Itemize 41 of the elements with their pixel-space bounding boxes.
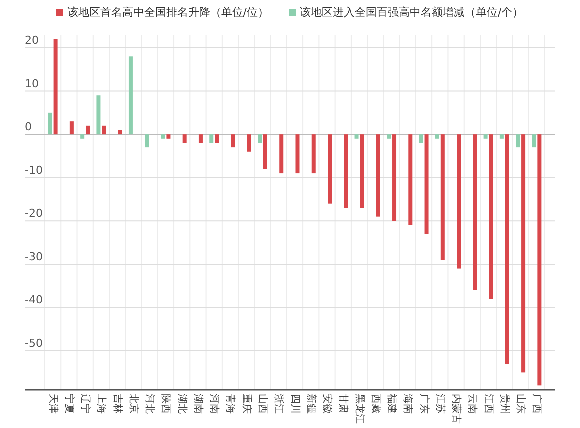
x-tick-label: 重庆	[240, 394, 253, 414]
x-tick-label: 河南	[208, 394, 221, 414]
y-tick-label: -50	[25, 337, 43, 350]
x-tick-label: 广东	[418, 394, 430, 414]
x-tick-label: 吉林	[112, 394, 124, 414]
x-tick-label: 河北	[144, 394, 156, 414]
x-tick-label: 福建	[386, 394, 398, 414]
x-tick-label: 宁夏	[63, 394, 76, 414]
x-tick-label: 广西	[531, 394, 544, 414]
x-tick-label: 西藏	[370, 394, 382, 414]
y-tick-label: -20	[25, 207, 43, 220]
x-tick-label: 陕西	[160, 394, 172, 414]
x-tick-label: 湖南	[192, 394, 204, 414]
legend-label: 该地区进入全国百强高中名额增减（单位/个）	[300, 6, 524, 19]
y-tick-label: -30	[25, 250, 43, 264]
x-tick-label: 甘肃	[338, 394, 350, 414]
y-tick-label: 10	[25, 77, 39, 90]
x-tick-label: 山东	[515, 394, 528, 414]
x-tick-label: 四川	[289, 394, 302, 414]
x-tick-label: 新疆	[305, 394, 318, 414]
x-tick-label: 天津	[47, 394, 60, 414]
x-tick-label: 江苏	[434, 394, 446, 414]
x-tick-label: 北京	[128, 394, 140, 414]
x-tick-label: 辽宁	[80, 394, 92, 414]
y-tick-label: -10	[25, 164, 43, 177]
x-tick-label: 青海	[224, 394, 237, 414]
x-tick-label: 上海	[96, 394, 108, 414]
y-tick-label: 0	[25, 120, 32, 134]
x-tick-label: 山西	[257, 394, 270, 414]
y-tick-label: 20	[25, 34, 39, 47]
x-tick-label: 海南	[402, 394, 414, 414]
y-tick-label: -40	[25, 294, 43, 307]
x-tick-label: 黑龙江	[354, 394, 366, 424]
x-tick-label: 云南	[466, 394, 479, 414]
legend-label: 该地区首名高中全国排名升降（单位/位）	[67, 6, 269, 19]
x-tick-label: 湖北	[176, 394, 188, 414]
x-tick-label: 贵州	[498, 394, 511, 414]
x-tick-label: 安徽	[322, 394, 334, 414]
x-tick-label: 浙江	[273, 394, 286, 414]
x-tick-label: 江西	[482, 394, 495, 414]
x-tick-label: 内蒙古	[450, 394, 463, 424]
